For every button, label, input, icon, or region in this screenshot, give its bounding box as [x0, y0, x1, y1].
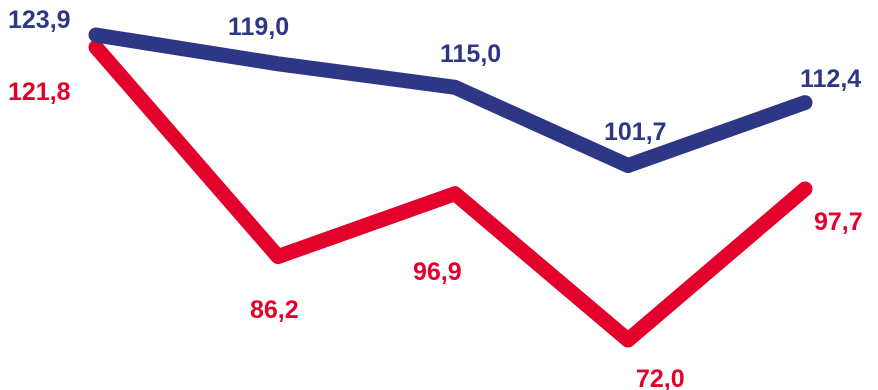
series-2-label-5: 97,7 — [814, 208, 863, 236]
series-2-point-1 — [95, 46, 97, 49]
series-2-point-4 — [627, 339, 629, 341]
data-labels: 123,9 119,0 115,0 101,7 112,4 121,8 86,2 96,9 72… — [8, 6, 863, 390]
series-2-point-5 — [804, 188, 806, 190]
series-2-label-2: 86,2 — [250, 296, 299, 324]
series-1-label-4: 101,7 — [604, 118, 667, 146]
series-2-label-3: 96,9 — [413, 258, 462, 286]
series-lines — [88, 27, 813, 348]
series-2-label-1: 121,8 — [8, 78, 71, 106]
series-1-label-3: 115,0 — [440, 40, 501, 68]
series-1-point-3 — [454, 86, 456, 89]
series-1-label-5: 112,4 — [800, 65, 861, 93]
series-2-label-4: 72,0 — [636, 365, 685, 390]
series-1-point-5 — [804, 101, 806, 104]
series-1-point-4 — [627, 164, 629, 167]
series-1-point-2 — [277, 62, 279, 65]
series-1-label-2: 119,0 — [228, 13, 289, 41]
series-1-label-1: 123,9 — [8, 6, 71, 34]
series-2-point-2 — [277, 255, 279, 258]
series-1-point-1 — [95, 34, 97, 36]
series-2-point-3 — [454, 192, 456, 195]
